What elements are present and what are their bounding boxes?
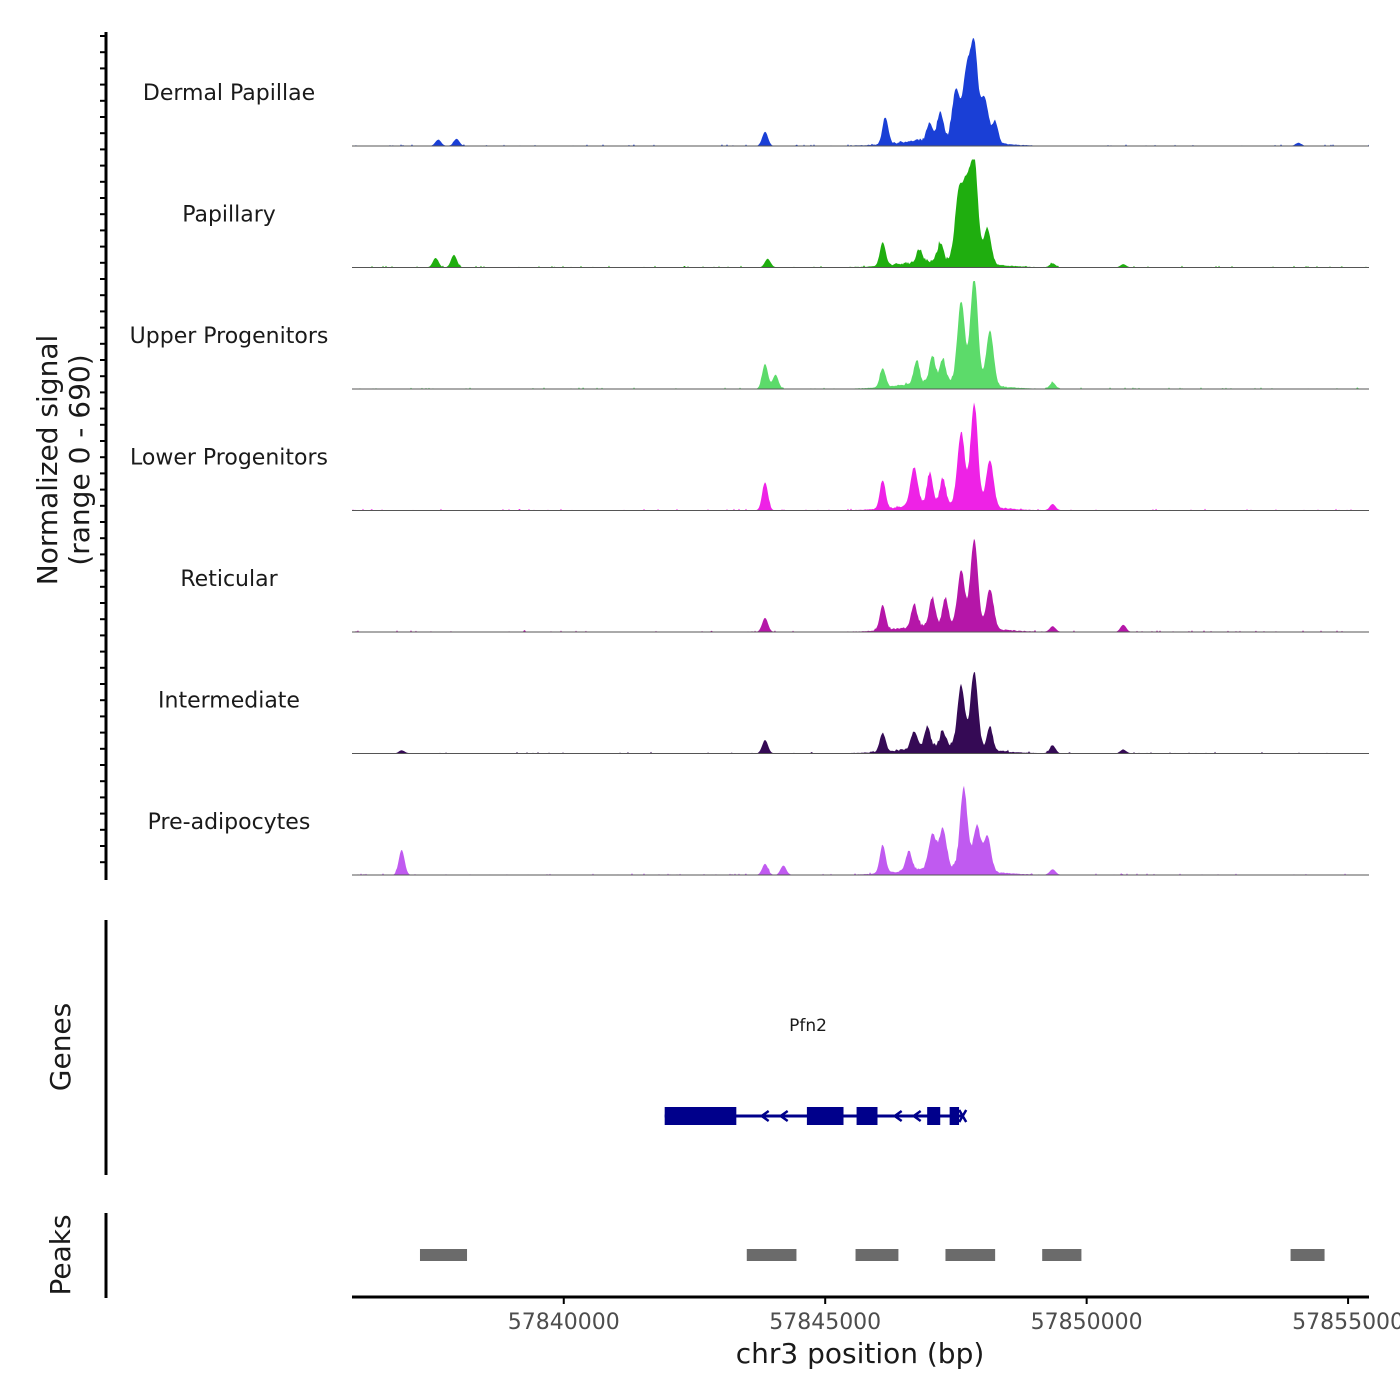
x-axis-title: chr3 position (bp) xyxy=(736,1337,985,1370)
y-axis-title: Normalized signal (range 0 - 690) xyxy=(31,335,96,586)
track-label: Lower Progenitors xyxy=(130,446,328,471)
track-label: Intermediate xyxy=(158,689,300,714)
coverage-area xyxy=(352,281,1369,389)
y-axis-title-line1: Normalized signal xyxy=(31,335,64,586)
signal-axis-ticks xyxy=(100,35,106,864)
peak-region xyxy=(1290,1249,1325,1261)
x-tick-label: 57845000 xyxy=(769,1310,881,1335)
gene-exon xyxy=(927,1107,941,1125)
coverage-tracks: Dermal Papillae Papillary Upper Progenitor… xyxy=(130,38,1369,876)
strand-arrow xyxy=(911,1109,922,1123)
gene-end-marker xyxy=(958,1109,968,1123)
peaks-panel-label: Peaks xyxy=(44,1214,77,1295)
peak-region xyxy=(945,1249,996,1261)
coverage-area xyxy=(352,672,1369,754)
track-label: Reticular xyxy=(180,567,278,592)
coverage-area xyxy=(352,38,1369,146)
track-pre-adipocytes: Pre-adipocytes xyxy=(148,785,1369,876)
track-label: Papillary xyxy=(182,203,276,228)
genes-panel-label: Genes xyxy=(44,1003,77,1091)
peak-track xyxy=(419,1249,1325,1261)
gene-exon xyxy=(856,1107,878,1125)
coverage-area xyxy=(352,159,1369,268)
track-papillary: Papillary xyxy=(182,159,1369,268)
peak-region xyxy=(419,1249,468,1261)
strand-arrow xyxy=(892,1109,903,1123)
y-axis-title-line2: (range 0 - 690) xyxy=(63,354,96,565)
track-intermediate: Intermediate xyxy=(158,672,1369,754)
peak-region xyxy=(746,1249,797,1261)
x-axis-ticks: 57840000 57845000 57850000 57855000 xyxy=(508,1297,1400,1335)
gene-exon xyxy=(949,1107,960,1125)
coverage-area xyxy=(352,785,1369,875)
gene-track: Pfn2 xyxy=(664,1016,968,1125)
strand-arrow xyxy=(778,1109,789,1123)
coverage-area xyxy=(352,402,1369,511)
peak-region xyxy=(1042,1249,1082,1261)
x-tick-label: 57855000 xyxy=(1292,1310,1400,1335)
peak-region xyxy=(855,1249,899,1261)
track-label: Pre-adipocytes xyxy=(148,810,311,835)
track-label: Upper Progenitors xyxy=(130,324,329,349)
gene-exon xyxy=(664,1107,737,1125)
track-label: Dermal Papillae xyxy=(143,81,315,106)
x-tick-label: 57850000 xyxy=(1031,1310,1143,1335)
strand-arrow xyxy=(759,1109,770,1123)
track-reticular: Reticular xyxy=(180,538,1369,633)
track-lower-progenitors: Lower Progenitors xyxy=(130,402,1369,511)
x-tick-label: 57840000 xyxy=(508,1310,620,1335)
track-dermal-papillae: Dermal Papillae xyxy=(143,38,1369,147)
gene-name-label: Pfn2 xyxy=(789,1016,827,1036)
track-upper-progenitors: Upper Progenitors xyxy=(130,281,1369,390)
coverage-area xyxy=(352,538,1369,632)
gene-exon xyxy=(806,1107,844,1125)
